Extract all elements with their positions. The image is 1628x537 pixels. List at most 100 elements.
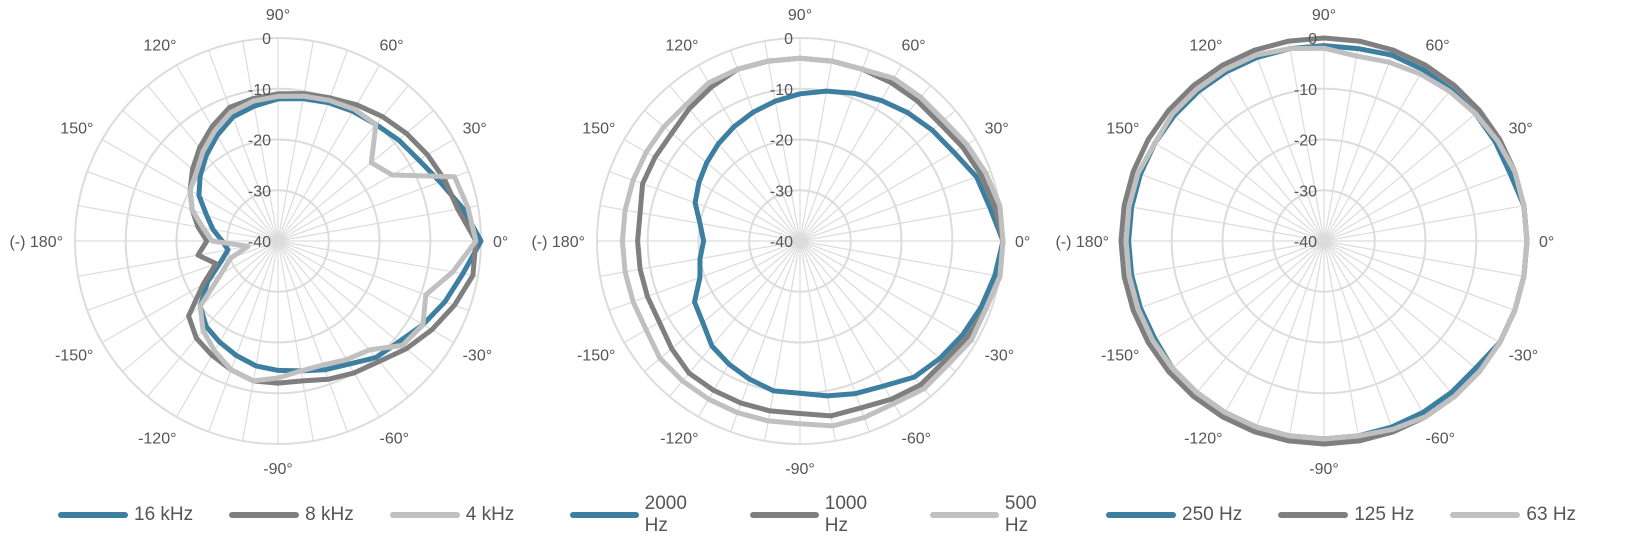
series-line [692, 88, 1006, 399]
series-line [186, 91, 479, 386]
grid-ring [748, 189, 852, 293]
angle-label: 30° [463, 121, 487, 138]
radial-tick-label: -20 [770, 133, 793, 150]
grid-ring [175, 138, 381, 344]
angle-label: 0° [1539, 234, 1554, 251]
series-line [619, 55, 1006, 429]
angle-label: 120° [143, 37, 176, 54]
polar-plot: 0 -10 -20 -30 -40 90° 60° 30° 0° -30° -60° -90° -120… [531, 7, 1030, 478]
angle-label: 120° [665, 37, 698, 54]
angle-label: 60° [380, 37, 404, 54]
polar-plot: 0 -10 -20 -30 -40 90° 60° 30° 0° -30° -60° -90° -120… [9, 7, 508, 478]
legend-item: 1000 Hz [750, 493, 894, 537]
polar-plot: 0 -10 -20 -30 -40 90° 60° 30° 0° -30° -60° -90° -120… [1055, 7, 1554, 478]
series-line [187, 93, 479, 384]
angle-label: -90° [785, 461, 815, 478]
radial-tick-label: -20 [248, 133, 271, 150]
legend-label: 8 kHz [305, 504, 354, 525]
radial-tick-label: 0 [1308, 31, 1317, 48]
angle-label: -60° [380, 431, 410, 448]
legend-swatch [750, 512, 819, 518]
angle-label: -120° [660, 431, 698, 448]
radial-tick-label: 0 [784, 31, 793, 48]
legend-swatch [1450, 512, 1521, 518]
grid-ring [1221, 138, 1427, 344]
legend-swatch [1278, 512, 1349, 518]
angle-label: (-) 180° [1055, 234, 1109, 251]
legend-item: 4 kHz [389, 504, 515, 526]
radial-tick-label: -40 [1294, 234, 1317, 251]
angle-label: -60° [1426, 431, 1456, 448]
legend-label: 250 Hz [1182, 504, 1243, 525]
angle-label: 90° [788, 7, 812, 24]
angle-label: (-) 180° [531, 234, 585, 251]
legend-item: 63 Hz [1450, 504, 1576, 526]
angle-label: -30° [463, 348, 493, 365]
angle-label: 60° [1426, 37, 1450, 54]
radial-tick-label: -30 [248, 183, 271, 200]
legend-item: 2000 Hz [570, 493, 714, 537]
angle-label: -150° [1101, 348, 1139, 365]
angle-label: 30° [1509, 121, 1533, 138]
legend-item: 16 kHz [58, 504, 193, 526]
radial-tick-label: -30 [1294, 183, 1317, 200]
angle-label: 30° [985, 121, 1009, 138]
angle-label: -90° [1309, 461, 1339, 478]
angle-label: 60° [902, 37, 926, 54]
legend-label: 1000 Hz [824, 493, 868, 536]
angle-label: -150° [55, 348, 93, 365]
polar-chart-high: 0 -10 -20 -30 -40 90° 60° 30° 0° -30° -60° -90° -120… [0, 0, 542, 537]
angle-label: -150° [577, 348, 615, 365]
angle-label: -30° [1509, 348, 1539, 365]
polar-chart-mid: 0 -10 -20 -30 -40 90° 60° 30° 0° -30° -60° -90° -120… [522, 0, 1064, 537]
legend-item: 500 Hz [930, 493, 1064, 537]
legend-label: 2000 Hz [644, 493, 687, 536]
angle-label: 120° [1189, 37, 1222, 54]
angle-label: 90° [1312, 7, 1336, 24]
legend-label: 63 Hz [1526, 504, 1577, 525]
radial-tick-label: -40 [770, 234, 793, 251]
grid-ring [697, 138, 903, 344]
angle-label: 150° [582, 121, 615, 138]
legend-swatch [229, 512, 300, 518]
legend: 2000 Hz 1000 Hz 500 Hz [570, 493, 1064, 536]
legend-item: 8 kHz [229, 504, 354, 526]
radial-tick-label: -10 [770, 82, 793, 99]
radial-tick-label: -30 [770, 183, 793, 200]
radial-tick-label: 0 [262, 31, 271, 48]
radial-tick-label: -10 [1294, 82, 1317, 99]
legend-label: 16 kHz [134, 504, 194, 525]
legend-swatch [389, 512, 460, 518]
legend-swatch [570, 512, 639, 518]
angle-label: -60° [902, 431, 932, 448]
angle-label: (-) 180° [9, 234, 63, 251]
legend-swatch [930, 512, 999, 518]
angle-label: -30° [985, 348, 1015, 365]
series-line [1123, 45, 1530, 442]
radial-tick-label: -10 [248, 82, 271, 99]
legend-label: 125 Hz [1354, 504, 1415, 525]
angle-label: 150° [1106, 121, 1139, 138]
polar-chart-low: 0 -10 -20 -30 -40 90° 60° 30° 0° -30° -60° -90° -120… [1046, 0, 1588, 537]
legend: 250 Hz 125 Hz 63 Hz [1106, 502, 1576, 528]
angle-label: 0° [493, 234, 508, 251]
grid-ring [1170, 87, 1478, 395]
legend: 16 kHz 8 kHz 4 kHz [58, 502, 514, 528]
series-line [635, 55, 1006, 419]
angle-label: 90° [266, 7, 290, 24]
radial-tick-label: -20 [1294, 133, 1317, 150]
radial-tick-label: -40 [248, 234, 271, 251]
angle-label: -120° [1184, 431, 1222, 448]
legend-item: 250 Hz [1106, 504, 1242, 526]
legend-item: 125 Hz [1278, 504, 1414, 526]
grid-ring [1272, 189, 1376, 293]
angle-label: 150° [60, 121, 93, 138]
angle-label: -120° [138, 431, 176, 448]
legend-swatch [1106, 512, 1176, 518]
legend-swatch [58, 512, 128, 518]
grid-ring [124, 87, 432, 395]
legend-label: 4 kHz [465, 504, 515, 525]
angle-label: 0° [1015, 234, 1030, 251]
legend-label: 500 Hz [1004, 493, 1037, 536]
angle-label: -90° [263, 461, 293, 478]
